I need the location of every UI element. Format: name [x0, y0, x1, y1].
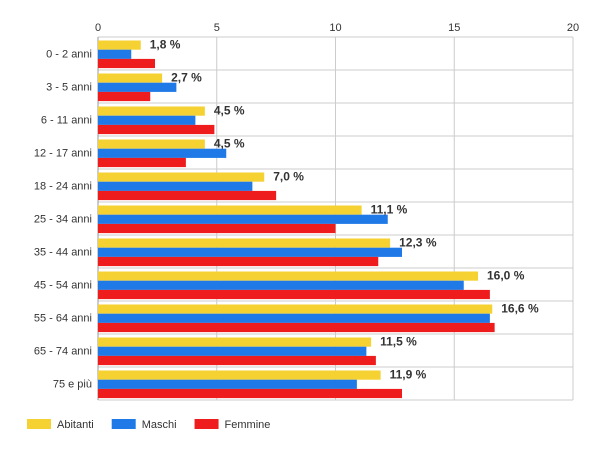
bar: [98, 289, 490, 300]
bar: [98, 370, 381, 380]
bar: [98, 379, 357, 389]
data-label: 11,1 %: [371, 203, 408, 217]
x-tick-label: 15: [448, 22, 460, 34]
bar: [98, 337, 372, 347]
bar: [98, 106, 205, 116]
category-label: 0 - 2 anni: [46, 49, 92, 61]
bar: [98, 214, 388, 224]
data-label: 16,6 %: [501, 302, 539, 316]
data-label: 4,5 %: [214, 104, 245, 118]
bar: [98, 124, 215, 135]
legend-label: Maschi: [142, 419, 177, 431]
bar: [98, 355, 376, 366]
category-label: 45 - 54 anni: [34, 280, 92, 292]
category-label: 55 - 64 anni: [34, 313, 92, 325]
bar: [98, 346, 367, 356]
bar: [98, 304, 493, 314]
bar: [98, 181, 253, 191]
data-label: 12,3 %: [399, 236, 437, 250]
category-label: 65 - 74 anni: [34, 346, 92, 358]
legend-label: Abitanti: [57, 419, 94, 431]
category-label: 18 - 24 anni: [34, 181, 92, 193]
bar: [98, 40, 141, 50]
bar: [98, 115, 196, 125]
data-label: 7,0 %: [273, 170, 304, 184]
bar: [98, 91, 151, 102]
bar: [98, 388, 402, 399]
data-label: 11,5 %: [380, 335, 417, 349]
data-label: 11,9 %: [390, 368, 427, 382]
bar: [98, 256, 379, 267]
legend-label: Femmine: [225, 419, 271, 431]
bar: [98, 271, 478, 281]
bars: [98, 40, 495, 399]
legend-swatch: [194, 419, 219, 429]
legend: Abitanti Maschi Femmine: [27, 419, 270, 431]
category-label: 12 - 17 anni: [34, 148, 92, 160]
category-label: 3 - 5 anni: [46, 82, 92, 94]
legend-swatch: [27, 419, 51, 429]
bar: [98, 58, 155, 69]
data-label: 16,0 %: [487, 269, 525, 283]
bar: [98, 238, 391, 248]
data-labels: 1,8 % 2,7 % 4,5 % 4,5 % 7,0 % 11,1 % 12,3 % 16,…: [150, 38, 539, 382]
bar: [98, 49, 132, 59]
data-label: 1,8 %: [150, 38, 181, 52]
category-labels: 0 - 2 anni 3 - 5 anni 6 - 11 anni 12 - 17 a…: [34, 49, 92, 391]
category-label: 35 - 44 anni: [34, 247, 92, 259]
x-tick-label: 10: [329, 22, 341, 34]
legend-swatch: [111, 419, 136, 429]
x-tick-label: 5: [214, 22, 220, 34]
bar: [98, 280, 464, 290]
bar: [98, 73, 163, 83]
x-tick-label: 0: [95, 22, 101, 34]
data-label: 4,5 %: [214, 137, 245, 151]
x-tick-label: 20: [567, 22, 579, 34]
bar: [98, 205, 362, 215]
bar: [98, 172, 265, 182]
bar: [98, 247, 402, 257]
bar: [98, 322, 495, 333]
bar: [98, 148, 227, 158]
bar: [98, 313, 490, 323]
bar: [98, 157, 186, 168]
bar: [98, 139, 205, 149]
category-label: 75 e più: [53, 379, 92, 391]
x-axis-ticks: 0 5 10 15 20: [95, 22, 579, 34]
bar: [98, 190, 277, 201]
category-label: 6 - 11 anni: [41, 115, 92, 127]
bar: [98, 82, 177, 92]
data-label: 2,7 %: [171, 71, 202, 85]
category-label: 25 - 34 anni: [34, 214, 92, 226]
bar: [98, 223, 336, 234]
